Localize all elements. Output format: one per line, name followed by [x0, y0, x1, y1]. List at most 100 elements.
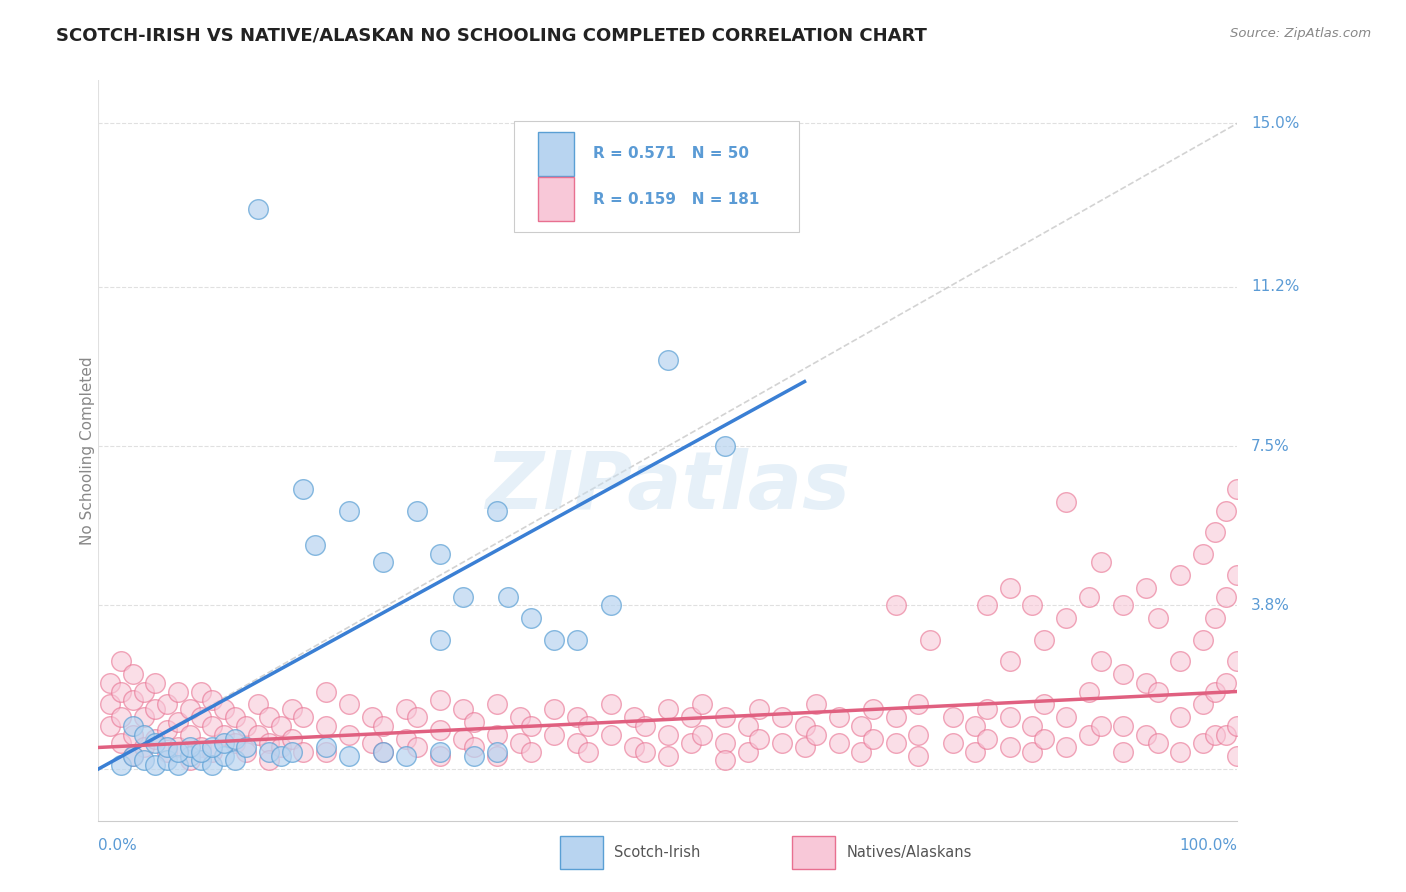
Text: R = 0.571   N = 50: R = 0.571 N = 50	[593, 146, 748, 161]
Point	[179, 740, 201, 755]
Point	[600, 599, 623, 613]
Point	[132, 684, 155, 698]
Point	[828, 736, 851, 750]
Point	[509, 710, 531, 724]
Point	[315, 719, 337, 733]
Point	[976, 599, 998, 613]
Point	[110, 684, 132, 698]
Text: 7.5%: 7.5%	[1251, 439, 1289, 454]
Point	[1204, 727, 1226, 741]
Text: Source: ZipAtlas.com: Source: ZipAtlas.com	[1230, 27, 1371, 40]
Point	[224, 753, 246, 767]
Point	[942, 710, 965, 724]
Point	[714, 710, 737, 724]
Point	[748, 702, 770, 716]
Point	[565, 710, 588, 724]
Point	[190, 745, 212, 759]
Text: 0.0%: 0.0%	[98, 838, 138, 853]
Point	[1215, 676, 1237, 690]
Point	[212, 702, 235, 716]
Point	[770, 736, 793, 750]
Point	[315, 740, 337, 755]
Point	[862, 731, 884, 746]
Point	[748, 731, 770, 746]
Point	[1204, 525, 1226, 540]
Point	[201, 757, 224, 772]
Point	[942, 736, 965, 750]
Point	[259, 710, 281, 724]
Point	[634, 745, 657, 759]
Point	[976, 731, 998, 746]
Point	[576, 745, 599, 759]
Text: 3.8%: 3.8%	[1251, 598, 1289, 613]
Point	[406, 710, 429, 724]
Point	[600, 698, 623, 712]
Point	[451, 702, 474, 716]
Point	[121, 667, 143, 681]
Point	[1204, 684, 1226, 698]
Point	[371, 555, 394, 569]
Point	[509, 736, 531, 750]
Point	[156, 753, 179, 767]
Point	[167, 714, 190, 729]
Point	[463, 714, 485, 729]
Point	[1021, 599, 1043, 613]
Point	[770, 710, 793, 724]
Point	[201, 719, 224, 733]
Point	[737, 745, 759, 759]
Point	[1032, 632, 1054, 647]
Point	[634, 719, 657, 733]
Point	[145, 736, 167, 750]
Point	[1054, 611, 1078, 625]
Text: R = 0.159   N = 181: R = 0.159 N = 181	[593, 192, 759, 207]
Point	[600, 727, 623, 741]
Point	[1226, 568, 1249, 582]
Point	[1215, 504, 1237, 518]
Point	[190, 710, 212, 724]
Point	[1192, 698, 1215, 712]
Point	[1146, 611, 1168, 625]
Text: SCOTCH-IRISH VS NATIVE/ALASKAN NO SCHOOLING COMPLETED CORRELATION CHART: SCOTCH-IRISH VS NATIVE/ALASKAN NO SCHOOL…	[56, 27, 927, 45]
Point	[167, 757, 190, 772]
Text: Scotch-Irish: Scotch-Irish	[614, 845, 700, 860]
Point	[679, 710, 702, 724]
Point	[520, 611, 543, 625]
Point	[121, 727, 143, 741]
Point	[804, 698, 827, 712]
Point	[737, 719, 759, 733]
Point	[1090, 555, 1112, 569]
Point	[212, 727, 235, 741]
Point	[1112, 667, 1135, 681]
Point	[190, 753, 212, 767]
Point	[1192, 547, 1215, 561]
Point	[1135, 676, 1157, 690]
Point	[804, 727, 827, 741]
Point	[337, 504, 360, 518]
Point	[360, 710, 382, 724]
Point	[793, 719, 815, 733]
Point	[1078, 684, 1101, 698]
Point	[212, 736, 235, 750]
FancyBboxPatch shape	[538, 132, 575, 176]
Point	[145, 757, 167, 772]
Point	[429, 632, 451, 647]
Point	[1054, 710, 1078, 724]
Point	[212, 749, 235, 764]
Point	[1112, 719, 1135, 733]
Point	[657, 749, 679, 764]
Point	[110, 654, 132, 668]
Point	[98, 676, 121, 690]
Point	[429, 547, 451, 561]
Point	[292, 710, 315, 724]
Point	[486, 698, 509, 712]
Point	[1192, 632, 1215, 647]
Point	[145, 702, 167, 716]
Point	[395, 731, 418, 746]
Point	[907, 698, 929, 712]
Point	[828, 710, 851, 724]
Point	[451, 590, 474, 604]
Point	[179, 753, 201, 767]
Point	[623, 710, 645, 724]
Point	[235, 745, 257, 759]
Point	[965, 745, 987, 759]
